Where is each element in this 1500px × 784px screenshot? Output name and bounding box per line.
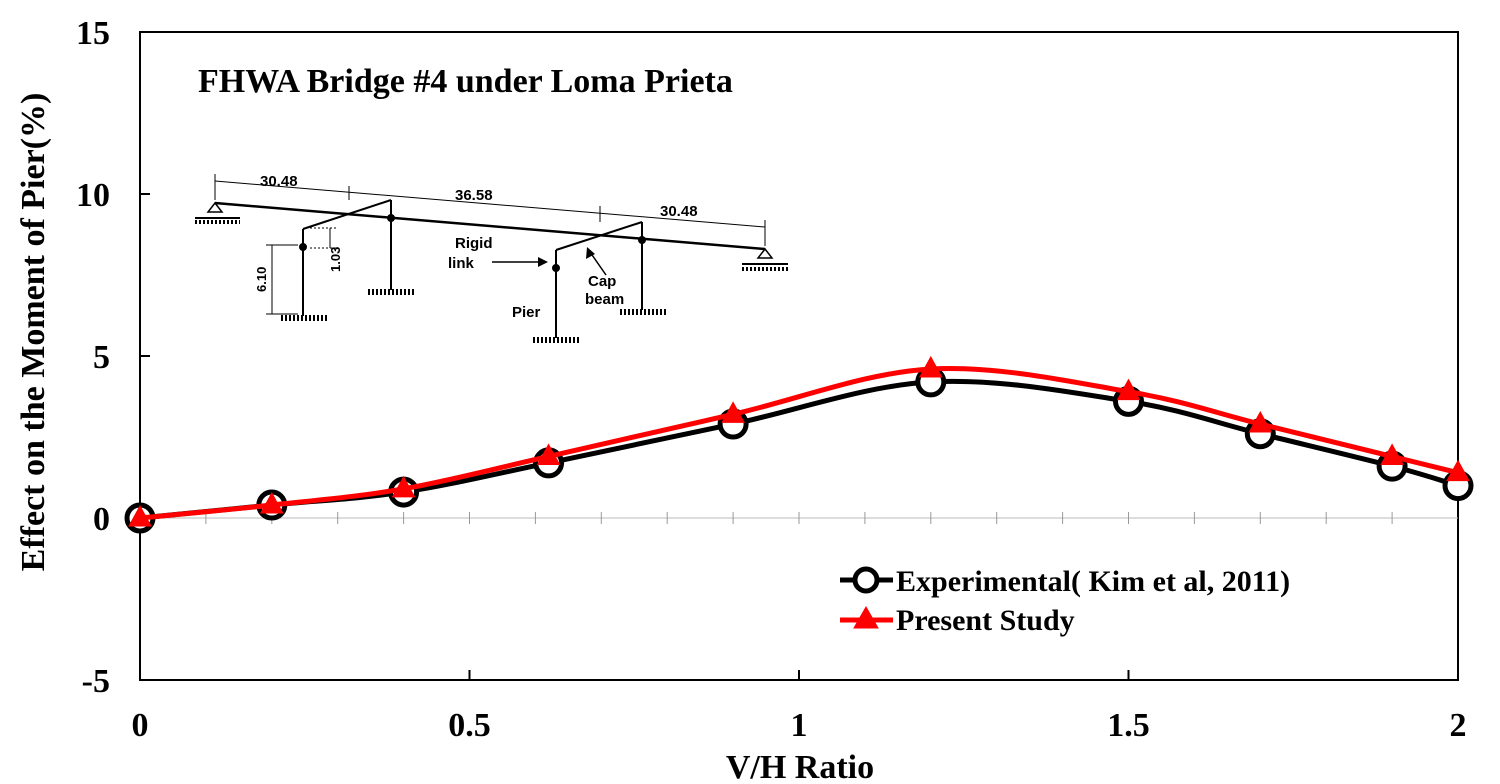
y-tick-label: -5 bbox=[82, 663, 110, 700]
span3-label: 30.48 bbox=[660, 203, 698, 220]
legend-marker-present bbox=[853, 605, 879, 629]
data-point-present bbox=[1248, 411, 1273, 433]
y-axis-title: Effect on the Moment of Pier(%) bbox=[15, 93, 52, 572]
series-group bbox=[124, 355, 1474, 534]
legend-label-experimental: Experimental( Kim et al, 2011) bbox=[896, 565, 1290, 598]
span2-label: 36.58 bbox=[455, 187, 493, 204]
cap-beam-2 bbox=[555, 221, 643, 251]
data-point-present bbox=[1116, 378, 1141, 401]
x-tick-label: 0 bbox=[132, 707, 149, 744]
y-tick-label: 10 bbox=[76, 177, 110, 214]
link-label: link bbox=[448, 255, 474, 272]
deck-line bbox=[214, 201, 766, 251]
x-tick-label: 2 bbox=[1450, 707, 1467, 744]
x-tick-label: 1 bbox=[791, 707, 808, 744]
x-axis-title: V/H Ratio bbox=[726, 749, 874, 784]
y-tick-label: 5 bbox=[93, 339, 110, 376]
tick-labels: 15 10 5 0 -5 0 0.5 1 1.5 2 bbox=[76, 15, 1467, 744]
legend: Experimental( Kim et al, 2011) Present S… bbox=[840, 565, 1290, 637]
span1-label: 30.48 bbox=[260, 173, 298, 190]
x-tick-label: 0.5 bbox=[448, 707, 491, 744]
node-1a bbox=[299, 243, 307, 251]
y-tick-label: 0 bbox=[93, 501, 110, 538]
height1-label: 6.10 bbox=[254, 267, 269, 292]
pier-label: Pier bbox=[512, 304, 541, 321]
data-point-present bbox=[391, 475, 416, 498]
data-point-present bbox=[128, 504, 152, 527]
x-tick-label: 1.5 bbox=[1107, 707, 1150, 744]
legend-marker-experimental bbox=[852, 566, 880, 594]
data-point-present bbox=[536, 443, 561, 465]
span-dimension-line bbox=[214, 180, 766, 228]
data-point-present bbox=[1380, 443, 1404, 465]
beam-label: beam bbox=[585, 291, 624, 308]
node-2a bbox=[552, 264, 560, 272]
cap-beam-arrowhead bbox=[586, 247, 595, 259]
rigid-label: Rigid bbox=[455, 235, 493, 252]
data-point-present bbox=[259, 492, 284, 514]
left-support bbox=[206, 201, 224, 213]
node-2b bbox=[638, 236, 646, 244]
bridge-schematic-labels: 30.48 36.58 30.48 6.10 1.03 Rigid link C… bbox=[254, 173, 698, 321]
y-tick-label: 15 bbox=[76, 15, 110, 52]
node-1b bbox=[387, 214, 395, 222]
data-point-present bbox=[1446, 459, 1470, 482]
chart-title: FHWA Bridge #4 under Loma Prieta bbox=[198, 63, 733, 100]
right-support bbox=[756, 247, 774, 259]
cap-beam-1 bbox=[302, 199, 392, 230]
data-point-present bbox=[918, 355, 943, 378]
cap-label: Cap bbox=[588, 273, 616, 290]
rigid-link-arrowhead bbox=[538, 257, 548, 267]
series-line-1 bbox=[139, 365, 1459, 521]
legend-label-present: Present Study bbox=[896, 604, 1075, 637]
data-point-present bbox=[721, 401, 745, 423]
height2-label: 1.03 bbox=[328, 247, 343, 272]
bridge-schematic bbox=[195, 174, 788, 343]
cap-beam-arrow bbox=[589, 251, 607, 276]
